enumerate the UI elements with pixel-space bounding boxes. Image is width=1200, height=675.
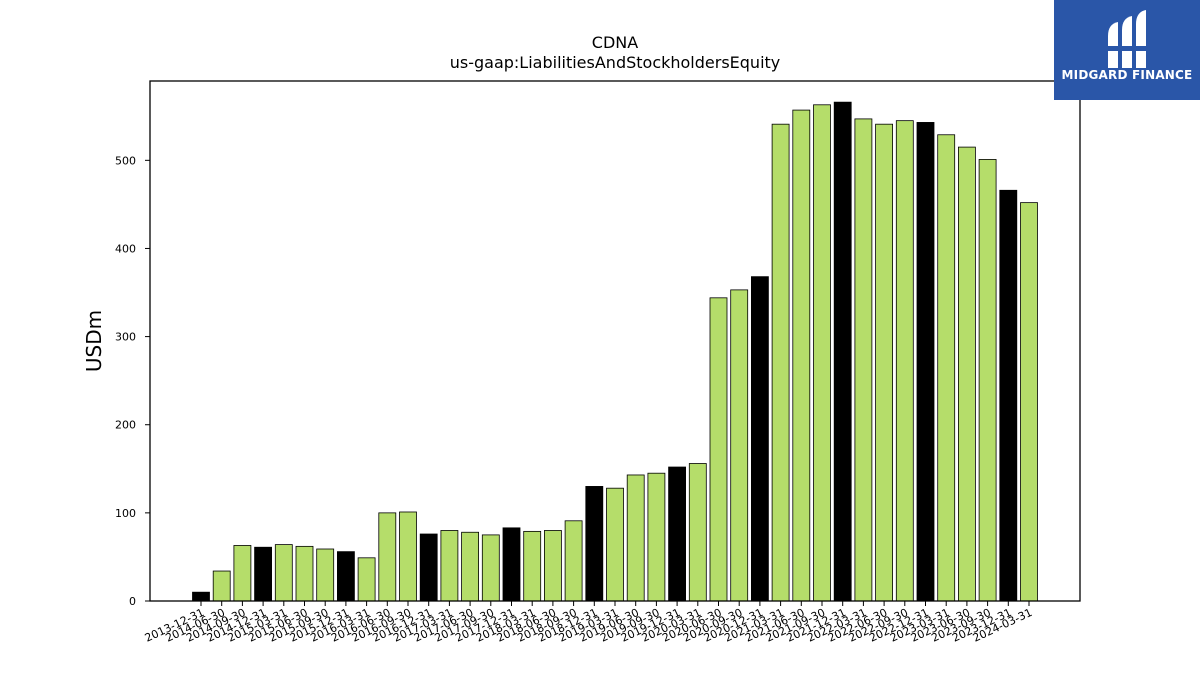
bar-2019-06-30 — [626, 474, 645, 602]
bar-2022-09-30 — [895, 120, 914, 602]
bar-2016-03-31 — [357, 557, 376, 602]
bar-2022-12-31 — [916, 122, 935, 602]
bar-2018-03-31 — [523, 530, 542, 602]
bar-2018-09-30 — [564, 520, 583, 602]
bar-2015-06-30 — [295, 545, 314, 602]
y-tick-label: 300 — [115, 331, 136, 344]
bar-2019-12-31 — [668, 466, 686, 602]
chart-title: CDNA — [592, 33, 638, 52]
x-ticks-group: 2013-12-312014-06-302014-09-302014-12-31… — [143, 601, 1034, 645]
midgard-logo-icon — [1104, 10, 1150, 68]
plot-frame — [149, 80, 1081, 602]
y-tick-label: 100 — [115, 507, 136, 520]
bar-2021-09-30 — [813, 104, 831, 602]
y-tick-label: 500 — [115, 154, 136, 167]
bar-2014-06-30 — [212, 570, 231, 602]
bar-2016-06-30 — [378, 512, 397, 602]
bar-2016-12-31 — [419, 533, 438, 602]
y-axis-label: USDm — [82, 310, 106, 372]
bar-2020-09-30 — [730, 289, 749, 602]
bar-2013-12-31 — [192, 591, 210, 602]
bar-2014-12-31 — [254, 546, 273, 602]
bar-2023-03-31 — [937, 134, 956, 602]
bar-2019-03-31 — [606, 487, 624, 602]
bar-2017-06-30 — [461, 531, 480, 602]
bar-2014-09-30 — [233, 545, 252, 602]
bar-2017-03-31 — [440, 530, 459, 602]
bar-2015-12-31 — [336, 551, 355, 602]
bar-2020-03-31 — [688, 463, 707, 602]
bar-2018-06-30 — [544, 530, 562, 602]
bar-2021-06-30 — [792, 109, 811, 602]
bar-2023-06-30 — [958, 146, 976, 602]
bar-2023-09-30 — [978, 159, 997, 602]
logo-text: MIDGARD FINANCE — [1061, 68, 1193, 82]
bar-2024-03-31 — [1020, 202, 1038, 602]
bar-2023-12-31 — [999, 189, 1018, 602]
bar-2017-09-30 — [481, 534, 500, 602]
bars-group — [192, 101, 1038, 602]
bar-2021-12-31 — [833, 101, 852, 602]
bar-2018-12-31 — [585, 486, 604, 602]
y-tick-label: 0 — [129, 595, 136, 608]
y-tick-label: 200 — [115, 419, 136, 432]
bar-2020-06-30 — [709, 297, 728, 602]
bar-2016-09-30 — [399, 511, 417, 602]
bar-2022-03-31 — [854, 118, 873, 602]
chart-subtitle: us-gaap:LiabilitiesAndStockholdersEquity — [450, 53, 781, 72]
midgard-finance-logo: MIDGARD FINANCE — [1054, 0, 1200, 100]
bar-2019-09-30 — [647, 472, 666, 602]
bar-2022-06-30 — [875, 123, 893, 602]
bar-2015-03-31 — [274, 544, 293, 602]
bar-2021-03-31 — [771, 123, 790, 602]
y-ticks-group: 0 100 200 300 400 500 — [115, 154, 150, 608]
bar-2015-09-30 — [316, 548, 335, 602]
bar-2020-12-31 — [751, 276, 769, 602]
y-tick-label: 400 — [115, 242, 136, 255]
bar-2017-12-31 — [502, 527, 521, 602]
